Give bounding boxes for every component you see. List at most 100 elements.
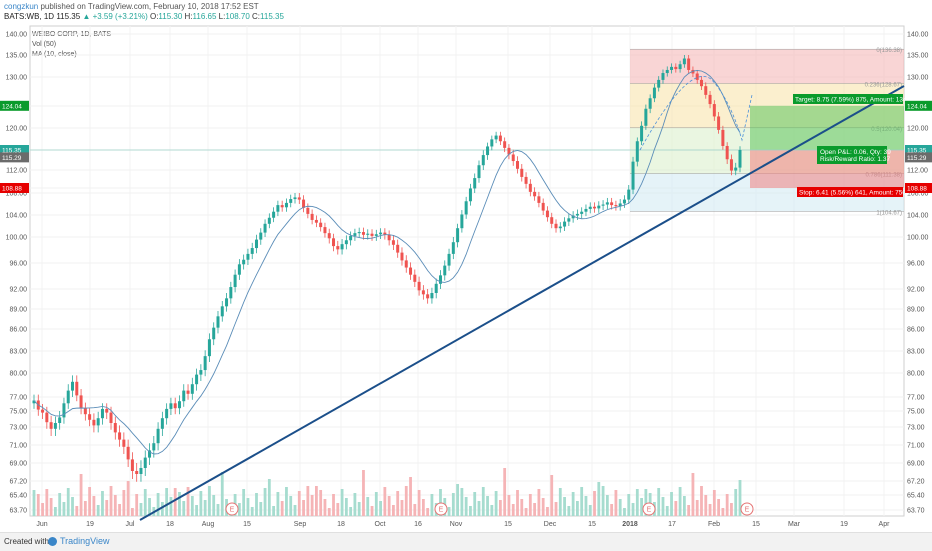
candle-body [122,439,126,447]
candle-body [109,412,113,423]
volume-bar [396,491,400,516]
candle-body [160,418,164,429]
volume-bar [601,486,605,516]
volume-bar [738,480,742,516]
candle-body [610,202,614,206]
volume-bar [524,508,528,516]
volume-bar [593,491,596,516]
volume-bar [113,495,117,516]
candle-body [83,408,87,415]
open-value: 115.30 [158,12,183,21]
volume-bar [498,500,502,516]
volume-bar [439,489,442,516]
volume-bar [75,506,79,516]
volume-bar [464,497,468,516]
y-tick-right: 130.00 [907,75,929,82]
candle-body [687,58,691,70]
y-tick-left: 92.00 [9,287,27,294]
projection-path [639,75,753,151]
volume-bar [691,473,695,516]
volume-bar [263,488,267,516]
low-value: 108.70 [225,12,250,21]
candle-body [66,390,70,404]
event-marker-icon [225,502,239,516]
candle-body [182,390,186,402]
y-tick-left: 67.20 [9,479,27,486]
candle-body [165,408,169,419]
candle-body [344,240,348,245]
volume-bar [315,486,318,516]
volume-bar [297,491,301,516]
legend-vol: Vol (50) [32,41,57,48]
quote-line: BATS:WB, 1D 115.35 ▲ +3.59 (+3.21%) O:11… [4,12,284,21]
price-chart[interactable]: 140.00 140.00 135.00 135.00 130.00 130.00 124.… [0,0,932,532]
volume-bar [721,508,725,516]
volume-bar [131,508,134,516]
publish-line: congzkun published on TradingView.com, F… [4,2,259,11]
footer: Created with TradingView [0,532,932,551]
candle-body [622,199,626,204]
volume-bar [336,503,340,516]
candle-body [704,86,708,95]
candle-body [88,414,92,420]
volume-bar [45,489,49,516]
volume-bar [537,489,541,516]
volume-bar [588,505,592,516]
volume-bar [306,486,310,516]
y-tick-left: 71.00 [9,443,27,450]
volume-bar [88,487,92,516]
y-tick-left: 65.40 [9,493,27,500]
y-tick-right: 73.00 [907,425,925,432]
candle-body [545,210,549,218]
volume-bar [169,497,173,516]
candle-body [276,205,280,212]
volume-bar [62,502,66,516]
volume-bar [165,488,169,516]
candle-body [45,412,49,423]
candle-body [507,147,511,155]
candle-body [357,232,361,234]
candle-body [520,168,524,177]
volume-bar [635,489,639,516]
y-tick-left: 104.00 [6,213,28,220]
volume-bar [276,492,280,516]
volume-bar [644,489,648,516]
tradingview-link[interactable]: TradingView [60,536,110,546]
price-badge-right: 124.04 [907,103,927,110]
pnl-box [817,146,887,164]
volume-bar [554,502,558,516]
candle-body [139,468,143,474]
volume-bar [195,505,198,516]
candle-body [156,428,160,444]
candle-body [49,422,53,429]
candle-body [712,104,716,117]
price-badge-left: 124.04 [2,103,22,110]
y-tick-right: 120.00 [907,126,929,133]
candle-body [79,395,83,409]
candle-body [135,471,139,474]
y-tick-left: 130.00 [6,75,28,82]
candle-body [353,233,357,236]
candle-body [349,235,353,241]
author-link[interactable]: congzkun [4,2,39,11]
volume-bar [597,482,601,516]
event-marker-label: E [230,507,235,514]
rr-text: Risk/Reward Ratio: 1.37 [820,156,890,163]
candle-body [186,390,190,394]
volume-bar [712,490,716,516]
y-tick-right: 69.00 [907,461,925,468]
candle-body [195,374,199,385]
candle-body [314,219,318,223]
x-tick-label: Nov [450,521,463,528]
y-tick-right: 89.00 [907,307,925,314]
target-label-bg [793,94,903,104]
candle-body [319,222,323,228]
candle-body [554,223,558,229]
volume-bar [584,496,588,516]
candle-body [430,293,434,299]
candle-body [563,221,567,227]
x-tick-label: Aug [202,521,215,528]
volume-bar [725,494,729,516]
candle-body [635,141,639,162]
candle-body [618,203,622,207]
